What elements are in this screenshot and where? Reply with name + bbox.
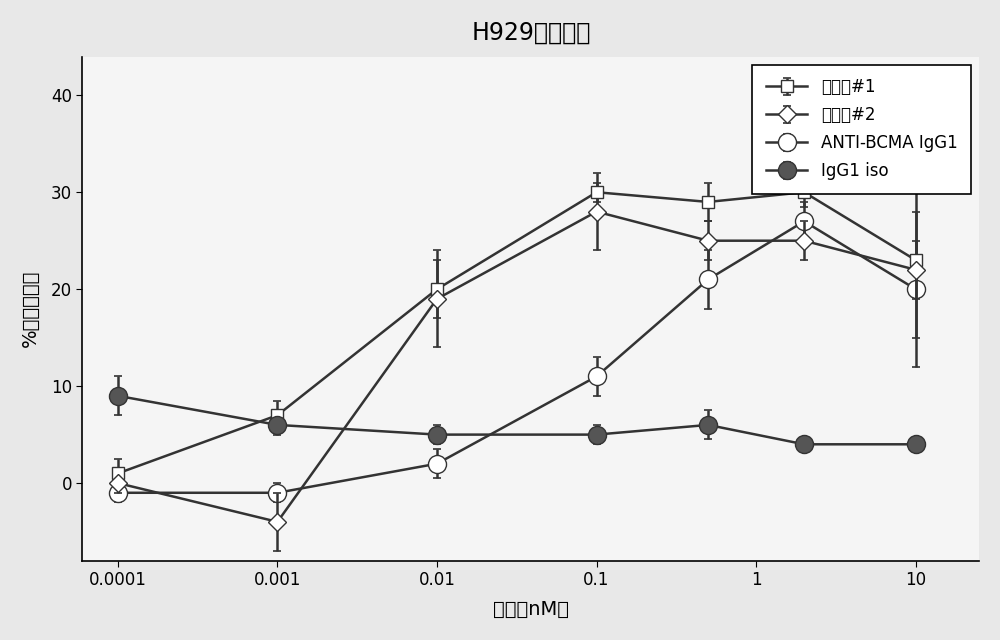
- Legend: 构建体#1, 构建体#2, ANTI-BCMA IgG1, IgG1 iso: 构建体#1, 构建体#2, ANTI-BCMA IgG1, IgG1 iso: [752, 65, 971, 193]
- X-axis label: 浓度（nM）: 浓度（nM）: [493, 600, 569, 619]
- Title: H929肿瘤细胞: H929肿瘤细胞: [471, 21, 591, 45]
- Y-axis label: %特异性裂解: %特异性裂解: [21, 270, 40, 348]
